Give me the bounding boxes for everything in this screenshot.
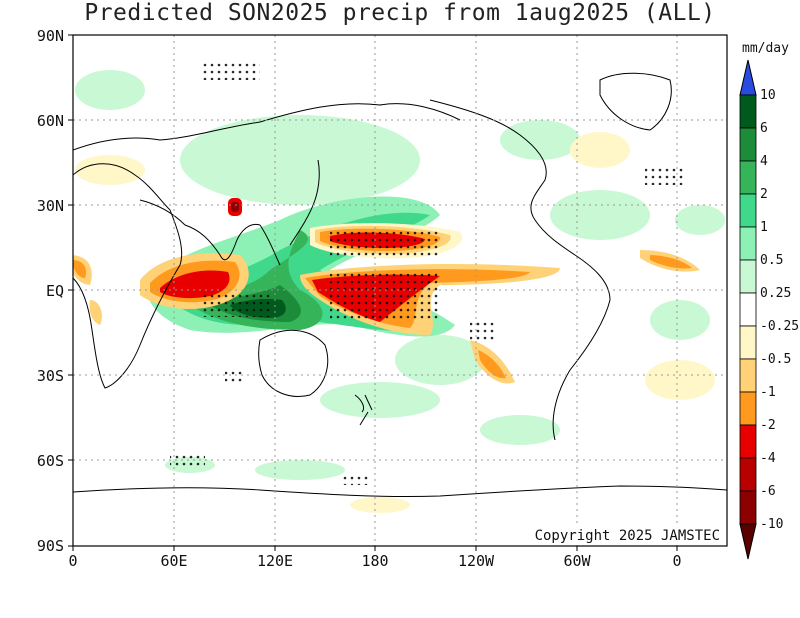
colorbar-segment-n4_6 [739,457,757,492]
anomaly-field [73,60,725,513]
colorbar [739,59,757,560]
colorbar-label-neg-10: -10 [760,517,783,532]
colorbar-over-arrow [739,59,757,96]
lon-label-60w: 60W [563,552,591,570]
lon-label-0-east: 0 [672,552,681,570]
map-title: Predicted SON2025 precip from 1aug2025 (… [84,0,716,26]
colorbar-under-arrow [739,523,757,560]
lat-ticks [68,34,73,547]
colorbar-segment-n2_4 [739,424,757,459]
colorbar-segment-c6_10 [739,94,757,129]
colorbar-label-1: 1 [760,220,768,235]
colorbar-label-4: 4 [760,154,768,169]
lat-label-90s: 90S [37,537,64,555]
colorbar-label-neg-6: -6 [760,484,776,499]
colorbar-label-neg-4: -4 [760,451,776,466]
colorbar-segment-n1_2 [739,391,757,426]
colorbar-label-6: 6 [760,121,768,136]
colorbar-unit: mm/day [742,41,789,56]
gridlines [73,35,727,546]
lat-label-90n: 90N [37,27,64,45]
lon-label-0: 0 [68,552,77,570]
colorbar-segment-c025_05 [739,259,757,294]
lat-label-30s: 30S [37,367,64,385]
colorbar-label-0-25: 0.25 [760,286,791,301]
colorbar-label-2: 2 [760,187,768,202]
colorbar-segment-n025_05 [739,325,757,360]
colorbar-segment-c2_4 [739,160,757,195]
copyright-box [542,526,724,544]
copyright-text: Copyright 2025 JAMSTEC [535,528,720,544]
coastlines [73,72,727,498]
lon-label-120w: 120W [458,552,495,570]
lon-label-120e: 120E [257,552,293,570]
colorbar-label-neg-0-25: -0.25 [760,319,799,334]
colorbar-label-10: 10 [760,88,776,103]
lat-label-60s: 60S [37,452,64,470]
colorbar-segment-neutral [739,292,757,327]
colorbar-segment-n05_1 [739,358,757,393]
colorbar-label-0-5: 0.5 [760,253,783,268]
colorbar-segment-n6_10 [739,490,757,525]
colorbar-label-neg-1: -1 [760,385,776,400]
colorbar-segment-c4_6 [739,127,757,162]
colorbar-label-neg-0-5: -0.5 [760,352,791,367]
lon-label-60e: 60E [160,552,187,570]
colorbar-label-neg-2: -2 [760,418,776,433]
colorbar-segment-c1_2 [739,193,757,228]
lon-label-180: 180 [361,552,388,570]
lon-ticks [72,546,678,551]
colorbar-segment-c05_1 [739,226,757,261]
lat-label-30n: 30N [37,197,64,215]
lat-label-eq: EQ [46,282,64,300]
lat-label-60n: 60N [37,112,64,130]
